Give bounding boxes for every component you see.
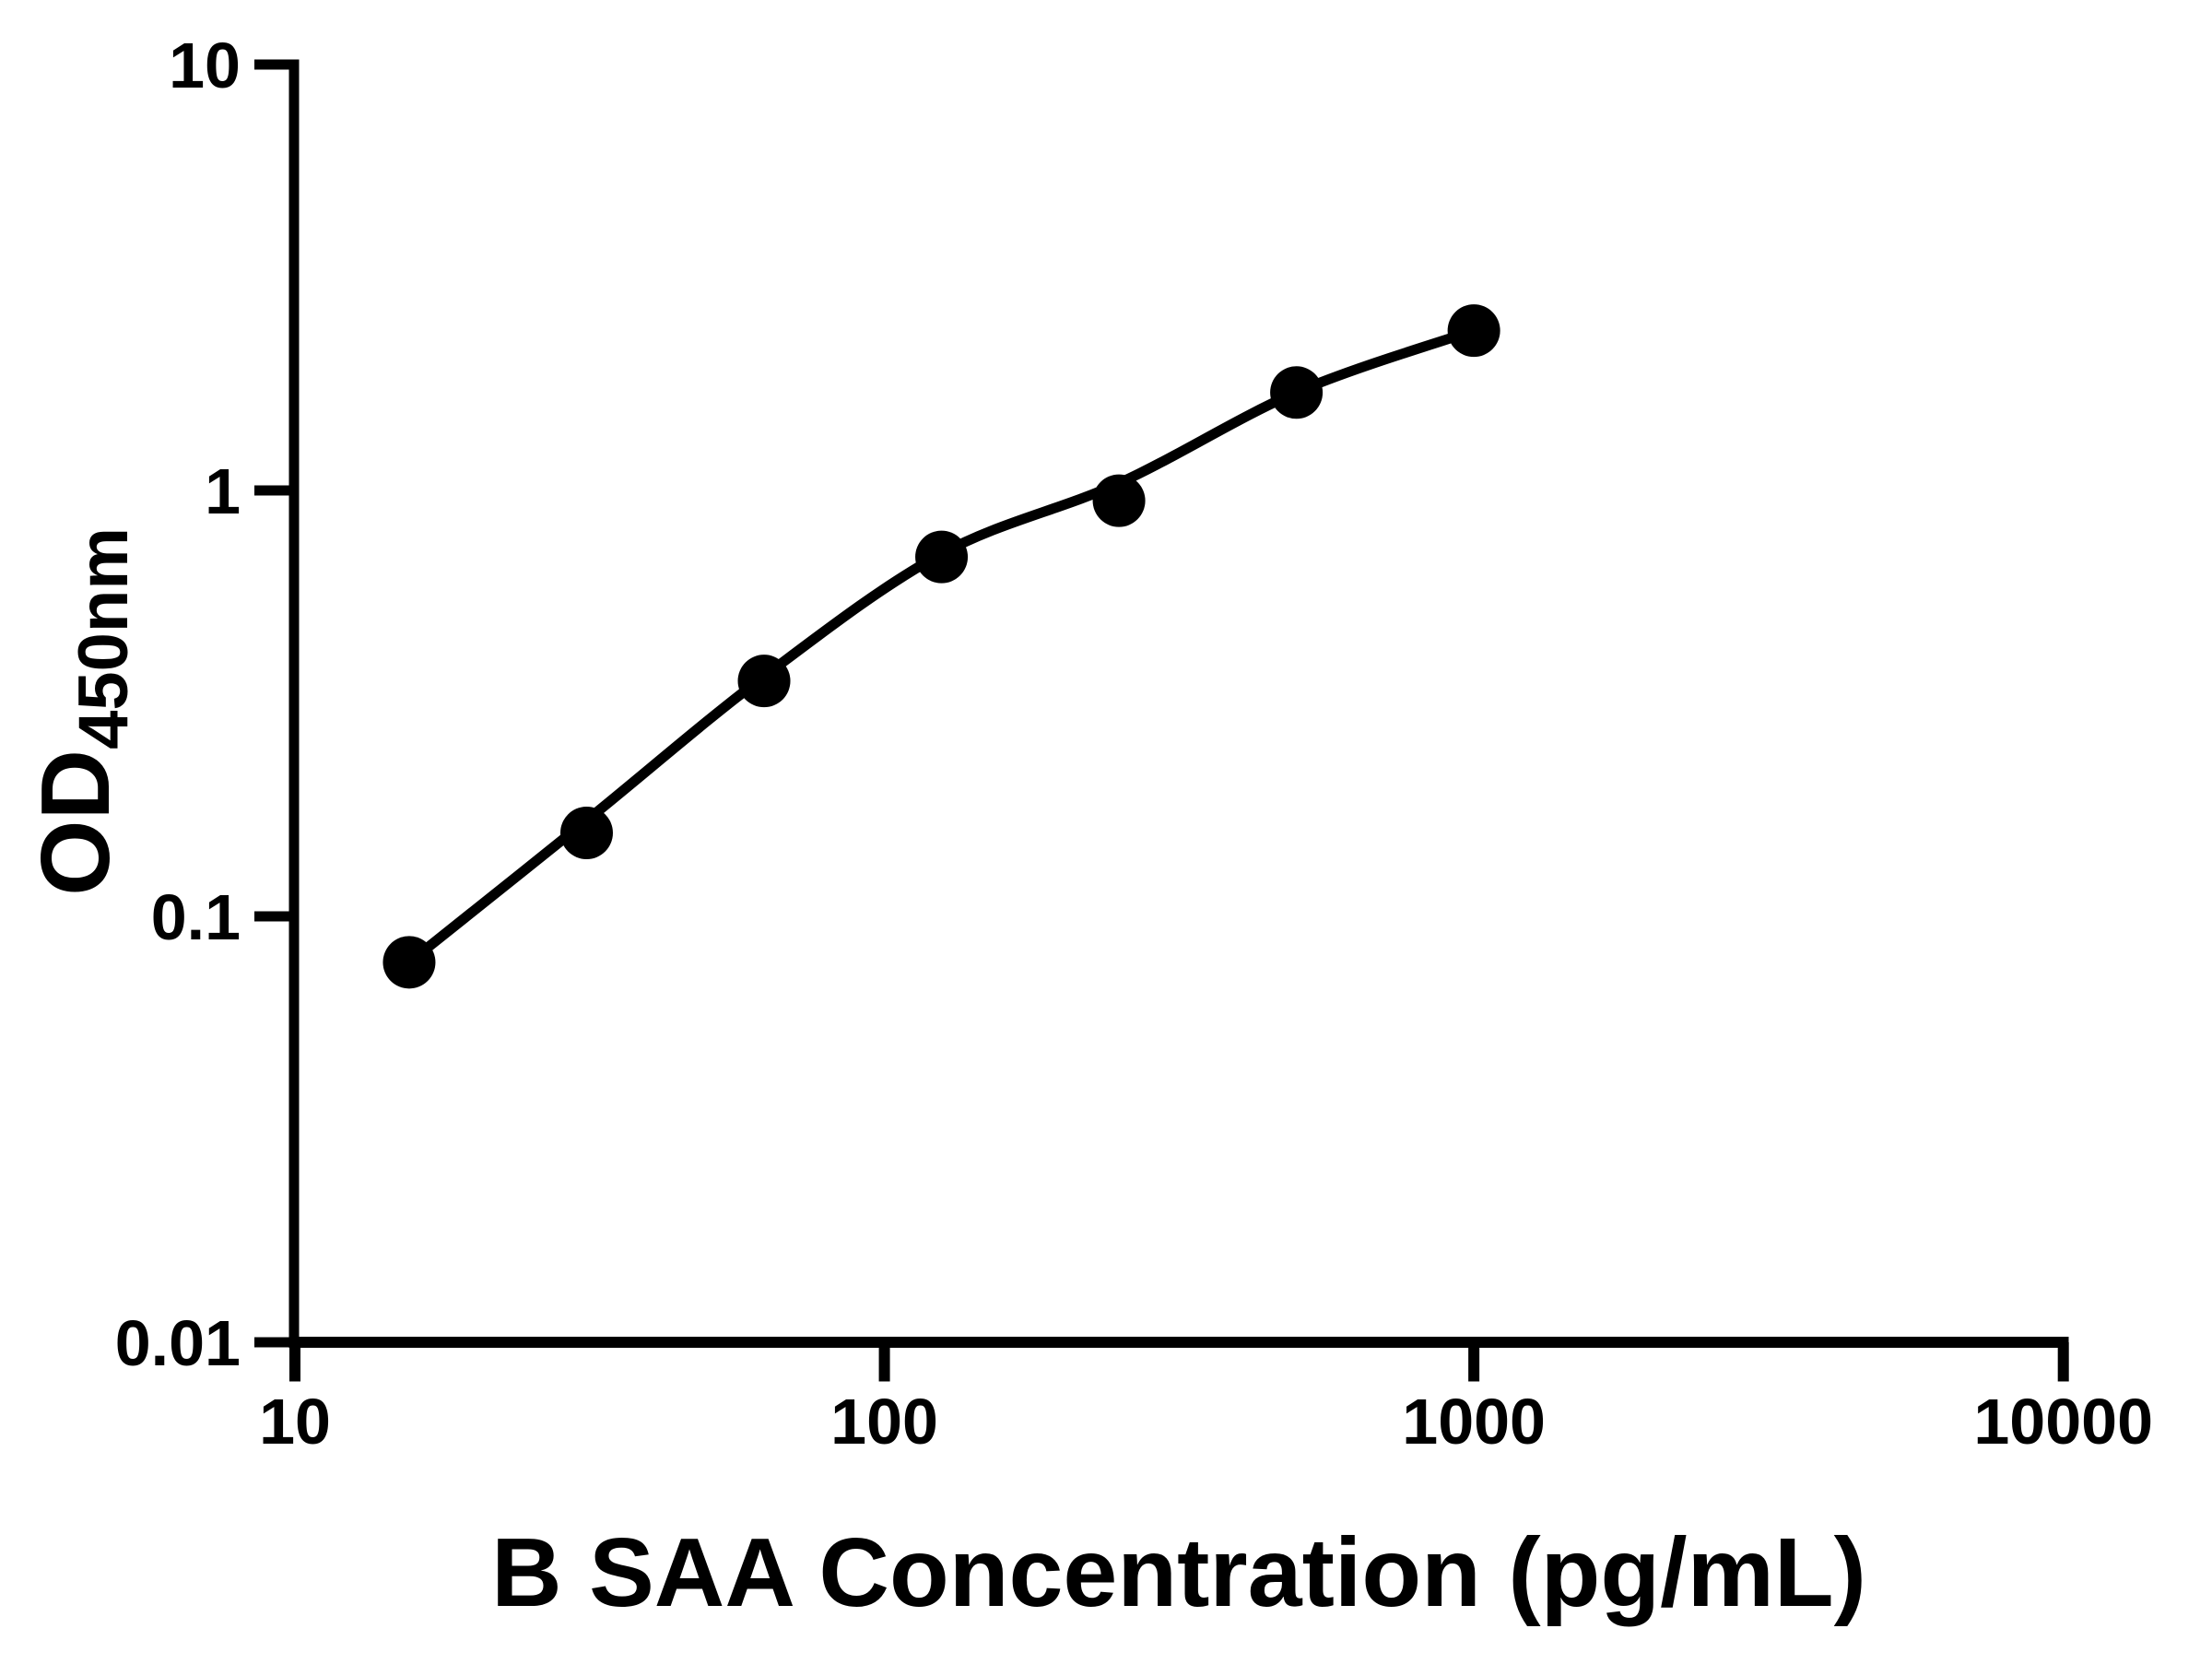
y-tick-label: 0.01	[115, 1307, 241, 1379]
data-point-marker	[559, 806, 613, 859]
x-axis: 10 100 1000 10000	[259, 1337, 2153, 1457]
x-tick-label: 1000	[1402, 1386, 1546, 1457]
x-tick-label: 10000	[1973, 1386, 2153, 1457]
y-axis-title-main: OD	[21, 749, 130, 896]
x-tick-label: 10	[259, 1386, 331, 1457]
y-tick-label: 1	[205, 455, 241, 527]
x-axis-title: B SAA Concentration (pg/mL)	[491, 1518, 1866, 1627]
y-axis-title: OD450nm	[21, 527, 143, 896]
y-tick-label: 0.1	[151, 881, 241, 953]
data-points	[382, 304, 1500, 989]
x-tick-label: 100	[830, 1386, 938, 1457]
data-point-marker	[737, 655, 791, 708]
data-point-marker	[915, 530, 969, 584]
data-point-marker	[1092, 474, 1146, 527]
y-axis-title-subscript: 450nm	[65, 527, 143, 749]
data-point-marker	[382, 936, 436, 989]
y-tick-label: 10	[169, 30, 241, 101]
y-axis: 0.01 0.1 1 10	[115, 30, 300, 1379]
data-point-marker	[1270, 366, 1324, 419]
data-point-marker	[1447, 304, 1500, 358]
